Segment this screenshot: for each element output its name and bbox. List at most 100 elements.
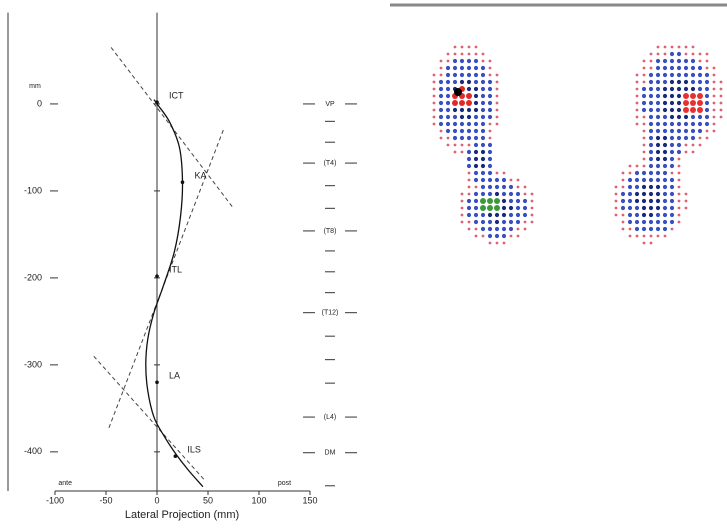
pressure-dot bbox=[650, 235, 653, 238]
pressure-dot bbox=[488, 115, 492, 119]
pressure-dot bbox=[496, 172, 499, 175]
pressure-dot bbox=[713, 81, 716, 84]
pressure-dot bbox=[706, 67, 709, 70]
pressure-dot bbox=[642, 108, 646, 112]
pressure-dot bbox=[642, 213, 646, 217]
pressure-dot bbox=[502, 234, 506, 238]
pressure-dot bbox=[670, 213, 674, 217]
pressure-dot bbox=[670, 178, 674, 182]
pressure-dot bbox=[636, 109, 639, 112]
pressure-dot bbox=[496, 81, 499, 84]
pressure-dot bbox=[670, 129, 674, 133]
pressure-dot bbox=[636, 88, 639, 91]
pressure-dot bbox=[678, 172, 681, 175]
pressure-dot bbox=[433, 88, 436, 91]
pressure-dot bbox=[461, 144, 464, 147]
x-tick-label: 150 bbox=[302, 495, 317, 505]
pressure-dot bbox=[670, 87, 674, 91]
pressure-dot bbox=[447, 53, 450, 56]
pressure-dot bbox=[690, 107, 696, 113]
pressure-dot bbox=[643, 81, 646, 84]
pressure-dot bbox=[468, 193, 471, 196]
pressure-dot bbox=[467, 122, 471, 126]
pressure-dot bbox=[692, 53, 695, 56]
pressure-dot bbox=[713, 123, 716, 126]
pressure-dot bbox=[502, 185, 506, 189]
pressure-dot bbox=[650, 242, 653, 245]
pressure-dot bbox=[488, 171, 492, 175]
pressure-dot bbox=[468, 221, 471, 224]
pressure-dot bbox=[670, 199, 674, 203]
pressure-dot bbox=[664, 235, 667, 238]
pressure-dot bbox=[663, 157, 667, 161]
pressure-dot bbox=[467, 136, 471, 140]
post-label: post bbox=[278, 480, 291, 487]
x-tick-label: -50 bbox=[99, 495, 112, 505]
pressure-dot bbox=[439, 108, 443, 112]
pressure-dot bbox=[636, 123, 639, 126]
pressure-dot bbox=[635, 192, 639, 196]
pressure-dot bbox=[705, 115, 709, 119]
pressure-dot bbox=[670, 192, 674, 196]
pressure-dot bbox=[643, 67, 646, 70]
pressure-dot bbox=[628, 206, 632, 210]
pressure-dot bbox=[663, 185, 667, 189]
pressure-dot bbox=[502, 213, 506, 217]
vertebra-label: VP bbox=[325, 101, 335, 108]
pressure-dot bbox=[461, 151, 464, 154]
pressure-dot bbox=[622, 221, 625, 224]
pressure-dot bbox=[467, 87, 471, 91]
pressure-dot bbox=[670, 143, 674, 147]
y-tick-label: 0 bbox=[37, 98, 42, 108]
pressure-dot bbox=[649, 80, 653, 84]
pressure-dot bbox=[670, 164, 674, 168]
pressure-dot bbox=[467, 164, 471, 168]
pressure-dot bbox=[670, 115, 674, 119]
pressure-dot bbox=[496, 242, 499, 245]
pressure-dot bbox=[677, 122, 681, 126]
pressure-dot bbox=[474, 115, 478, 119]
pressure-dot bbox=[649, 227, 653, 231]
pressure-dot bbox=[496, 95, 499, 98]
pressure-dot bbox=[649, 101, 653, 105]
pressure-dot bbox=[670, 101, 674, 105]
pressure-dot bbox=[496, 109, 499, 112]
pressure-dot bbox=[628, 178, 632, 182]
pressure-dot bbox=[713, 109, 716, 112]
pressure-dot bbox=[488, 227, 492, 231]
pressure-dot bbox=[691, 73, 695, 77]
pressure-dot bbox=[670, 122, 674, 126]
landmark-label: ITL bbox=[169, 265, 182, 275]
x-tick-label: 100 bbox=[251, 495, 266, 505]
pressure-dot bbox=[474, 101, 478, 105]
pressure-dot bbox=[474, 206, 478, 210]
pressure-dot bbox=[475, 53, 478, 56]
pressure-dot bbox=[467, 108, 471, 112]
pressure-dot bbox=[685, 151, 688, 154]
pressure-dot bbox=[677, 143, 681, 147]
pressure-dot bbox=[446, 108, 450, 112]
pressure-dot bbox=[482, 60, 485, 63]
pressure-dot bbox=[461, 214, 464, 217]
pressure-dot bbox=[656, 185, 660, 189]
pressure-dot bbox=[656, 206, 660, 210]
pressure-dot bbox=[460, 108, 464, 112]
pressure-dot bbox=[468, 144, 471, 147]
pressure-dot bbox=[670, 108, 674, 112]
pressure-dot bbox=[467, 150, 471, 154]
pressure-dot bbox=[649, 143, 653, 147]
pressure-dot bbox=[642, 220, 646, 224]
pressure-dot bbox=[649, 213, 653, 217]
pressure-dot bbox=[488, 213, 492, 217]
pressure-dot bbox=[685, 46, 688, 49]
pressure-dot bbox=[663, 122, 667, 126]
pressure-dot bbox=[635, 227, 639, 231]
pressure-dot bbox=[656, 220, 660, 224]
pressure-dot bbox=[474, 87, 478, 91]
pressure-dot bbox=[671, 172, 674, 175]
pressure-dot bbox=[656, 178, 660, 182]
pressure-dot bbox=[670, 157, 674, 161]
pressure-dot bbox=[489, 60, 492, 63]
pressure-dot bbox=[663, 115, 667, 119]
pressure-dot bbox=[502, 220, 506, 224]
